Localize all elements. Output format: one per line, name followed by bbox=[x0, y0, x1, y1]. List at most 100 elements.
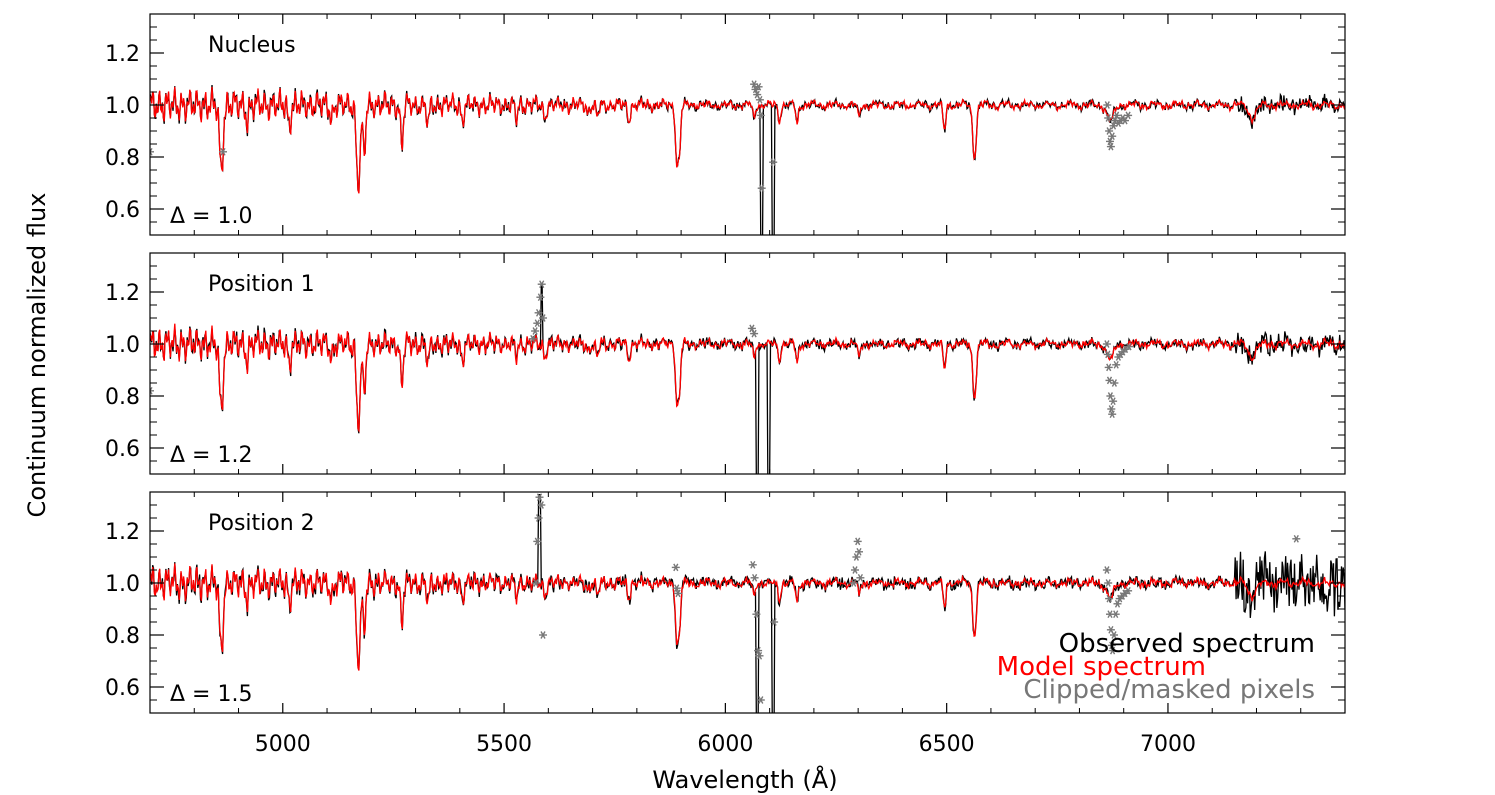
masked-pixel bbox=[756, 111, 765, 120]
masked-pixel bbox=[671, 563, 680, 572]
masked-pixel bbox=[1111, 610, 1120, 619]
masked-pixel bbox=[672, 584, 681, 593]
masked-pixel bbox=[748, 560, 757, 569]
masked-pixel bbox=[769, 158, 778, 167]
y-tick-label: 0.6 bbox=[105, 198, 140, 223]
masked-pixel bbox=[1104, 363, 1113, 372]
panel-frame bbox=[149, 252, 1346, 475]
legend-observed: Observed spectrum bbox=[1059, 629, 1315, 659]
masked-pixel bbox=[755, 651, 764, 660]
y-tick-label: 0.8 bbox=[105, 624, 140, 649]
masked-pixel bbox=[849, 579, 858, 587]
x-tick-label: 6000 bbox=[697, 732, 753, 757]
panel-2-series bbox=[150, 280, 1345, 474]
panel-3-series bbox=[150, 493, 1345, 713]
panel-1-series bbox=[150, 80, 1345, 235]
masked-pixel bbox=[750, 329, 759, 338]
masked-pixel bbox=[1124, 111, 1133, 120]
masked-pixel bbox=[1108, 410, 1117, 419]
masked-pixel bbox=[1108, 646, 1117, 655]
y-tick-label: 1.2 bbox=[105, 520, 140, 545]
x-tick-label: 7000 bbox=[1140, 732, 1196, 757]
model-spectrum-line bbox=[150, 323, 1345, 433]
panel-frame bbox=[149, 491, 1346, 714]
masked-pixel bbox=[537, 280, 546, 289]
panel-frame bbox=[149, 13, 1346, 236]
x-tick-label: 5000 bbox=[255, 732, 311, 757]
panel-3: 0.6 0.8 1.0 1.2 Position 2 Δ = 1.5 bbox=[105, 491, 1346, 714]
x-tick-label: 5500 bbox=[476, 732, 532, 757]
masked-pixel bbox=[536, 293, 545, 302]
x-tick-label: 6500 bbox=[919, 732, 975, 757]
model-spectrum-line bbox=[150, 563, 1345, 671]
masked-pixel bbox=[855, 547, 863, 556]
panel-name: Position 2 bbox=[208, 511, 315, 536]
masked-pixel bbox=[750, 573, 759, 582]
masked-pixel bbox=[757, 184, 766, 193]
masked-pixel bbox=[1102, 340, 1111, 348]
masked-pixel bbox=[1105, 594, 1114, 603]
masked-pixel bbox=[533, 537, 542, 546]
masked-pixel bbox=[528, 334, 537, 343]
masked-pixel bbox=[531, 327, 540, 335]
masked-pixel bbox=[535, 493, 544, 502]
x-axis-title: Wavelength (Å) bbox=[652, 765, 837, 794]
masked-pixel bbox=[1104, 114, 1113, 122]
masked-pixel bbox=[1103, 101, 1112, 109]
y-tick-label: 1.2 bbox=[105, 281, 140, 306]
panel-delta: Δ = 1.2 bbox=[170, 443, 252, 468]
masked-pixel bbox=[539, 631, 547, 639]
masked-pixel bbox=[1110, 379, 1119, 387]
y-tick-label: 1.0 bbox=[105, 572, 140, 597]
y-tick-label: 0.6 bbox=[105, 676, 140, 701]
masked-pixel bbox=[856, 573, 865, 582]
masked-pixel bbox=[754, 82, 763, 91]
masked-pixel bbox=[531, 579, 540, 587]
masked-pixel bbox=[754, 646, 763, 655]
masked-pixel bbox=[150, 386, 154, 395]
masked-pixel bbox=[853, 537, 862, 546]
legend: Observed spectrum Model spectrum Clipped… bbox=[997, 629, 1315, 705]
masked-pixel bbox=[770, 618, 779, 626]
model-spectrum-line bbox=[150, 86, 1345, 194]
legend-masked: Clipped/masked pixels bbox=[1023, 675, 1315, 705]
y-tick-label: 1.0 bbox=[105, 333, 140, 358]
masked-pixel bbox=[534, 514, 543, 522]
panel-2: 0.6 0.8 1.0 1.2 Position 1 Δ = 1.2 bbox=[105, 252, 1346, 475]
panel-name: Nucleus bbox=[208, 33, 296, 58]
masked-pixel bbox=[1104, 579, 1113, 587]
masked-pixel bbox=[1103, 350, 1112, 359]
panel-name: Position 1 bbox=[208, 272, 315, 297]
masked-pixel bbox=[1106, 142, 1115, 151]
masked-pixel bbox=[150, 147, 154, 156]
masked-pixel bbox=[852, 553, 861, 561]
masked-pixel bbox=[1108, 132, 1117, 141]
legend-model: Model spectrum bbox=[997, 652, 1206, 682]
masked-pixel bbox=[1106, 392, 1115, 400]
y-tick-label: 0.8 bbox=[105, 146, 140, 171]
masked-pixel bbox=[1112, 360, 1121, 369]
masked-pixel bbox=[539, 314, 547, 322]
y-tick-label: 0.6 bbox=[105, 437, 140, 462]
masked-pixel bbox=[1125, 342, 1133, 351]
masked-pixel bbox=[537, 501, 546, 509]
masked-pixel bbox=[1292, 534, 1301, 543]
panel-delta: Δ = 1.0 bbox=[170, 204, 252, 229]
masked-pixel bbox=[219, 147, 227, 156]
masked-pixel bbox=[533, 319, 542, 328]
panel-1: 0.6 0.8 1.0 1.2 Nucleus Δ = 1.0 bbox=[105, 13, 1346, 236]
y-tick-label: 1.0 bbox=[105, 94, 140, 119]
y-tick-label: 0.8 bbox=[105, 385, 140, 410]
masked-pixel bbox=[755, 95, 764, 104]
observed-spectrum-line bbox=[150, 283, 1345, 474]
panel-delta: Δ = 1.5 bbox=[170, 682, 252, 707]
observed-spectrum-line bbox=[150, 84, 1345, 235]
masked-pixel bbox=[1124, 586, 1133, 595]
y-tick-label: 1.2 bbox=[105, 42, 140, 67]
masked-pixel bbox=[756, 696, 765, 704]
masked-pixel bbox=[851, 566, 859, 574]
masked-pixel bbox=[534, 308, 543, 317]
masked-pixel bbox=[674, 589, 682, 598]
panels-group: 0.6 0.8 1.0 1.2 Nucleus Δ = 1.0 0.6 0.8 1.0 1.2 Po… bbox=[105, 13, 1346, 757]
